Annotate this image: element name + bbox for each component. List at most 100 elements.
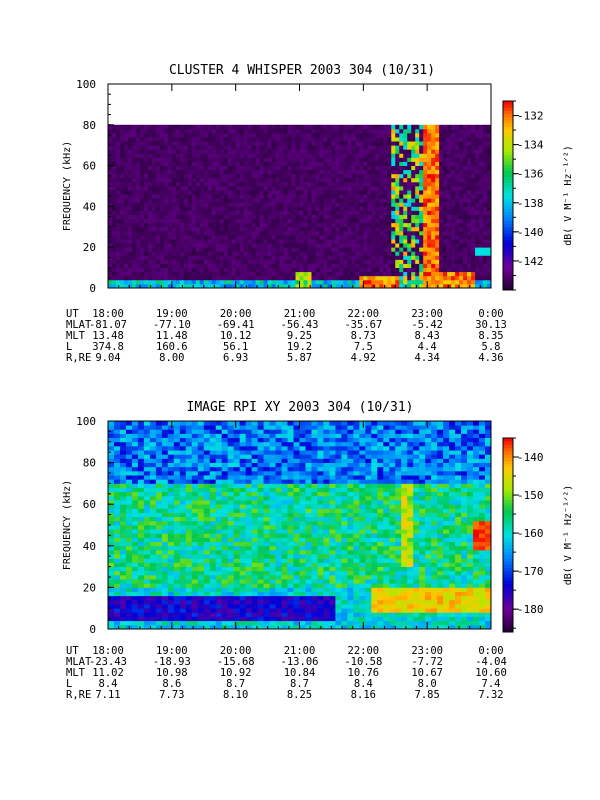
heatmap-cell (383, 173, 388, 179)
heatmap-cell (479, 145, 484, 150)
heatmap-cell (223, 275, 229, 281)
heatmap-cell (108, 263, 113, 268)
heatmap-cell (203, 421, 211, 426)
heatmap-cell (359, 202, 364, 207)
heatmap-cell (311, 222, 316, 228)
heatmap-cell (371, 263, 376, 268)
heatmap-cell (383, 145, 388, 150)
heatmap-cell (143, 271, 149, 277)
heatmap-cell (243, 275, 249, 281)
heatmap-cell (191, 214, 197, 220)
heatmap-cell (239, 214, 245, 220)
heatmap-cell (135, 259, 141, 264)
heatmap-cell (108, 450, 115, 455)
heatmap-cell (235, 283, 241, 289)
heatmap-cell (197, 562, 205, 567)
heatmap-cell (123, 243, 129, 248)
heatmap-cell (207, 198, 213, 203)
heatmap-cell (479, 210, 484, 215)
heatmap-cell (367, 206, 372, 211)
heatmap-cell (108, 558, 115, 563)
heatmap-cell (149, 479, 157, 484)
heatmap-cell (183, 194, 189, 199)
heatmap-cell (267, 124, 272, 130)
heatmap-cell (467, 202, 472, 207)
heatmap-cell (203, 454, 211, 459)
heatmap-cell (143, 279, 149, 285)
heatmap-cell (459, 202, 464, 207)
heatmap-cell (283, 181, 288, 187)
heatmap-cell (191, 529, 199, 534)
heatmap-cell (303, 169, 308, 175)
heatmap-cell (227, 145, 233, 150)
heatmap-cell (347, 161, 352, 166)
heatmap-cell (123, 247, 129, 252)
heatmap-cell (235, 206, 241, 211)
heatmap-cell (287, 243, 292, 248)
heatmap-cell (203, 429, 211, 434)
heatmap-cell (179, 454, 187, 459)
heatmap-cell (335, 165, 340, 171)
heatmap-cell (347, 267, 352, 273)
heatmap-cell (179, 214, 185, 220)
heatmap-cell (423, 161, 428, 166)
heatmap-cell (155, 194, 161, 199)
heatmap-cell (167, 283, 173, 289)
heatmap-cell (235, 157, 241, 162)
heatmap-cell (255, 255, 260, 260)
heatmap-cell (119, 141, 125, 146)
heatmap-cell (131, 271, 137, 277)
heatmap-cell (179, 124, 185, 130)
heatmap-cell (171, 283, 177, 289)
heatmap-cell (159, 218, 165, 224)
heatmap-cell (215, 157, 221, 162)
heatmap-cell (167, 421, 175, 426)
heatmap-cell (391, 157, 396, 162)
heatmap-cell (131, 255, 137, 260)
heatmap-cell (167, 483, 175, 488)
heatmap-cell (439, 128, 444, 134)
heatmap-cell (343, 243, 348, 248)
heatmap-cell (283, 234, 288, 240)
heatmap-cell (275, 177, 280, 183)
heatmap-cell (439, 153, 444, 158)
heatmap-cell (331, 173, 336, 179)
heatmap-cell (137, 466, 145, 472)
heatmap-cell (307, 169, 312, 175)
heatmap-cell (435, 271, 440, 277)
heatmap-cell (163, 194, 169, 199)
heatmap-cell (199, 153, 205, 158)
heatmap-cell (151, 161, 157, 166)
heatmap-cell (167, 279, 173, 285)
heatmap-cell (155, 491, 163, 497)
heatmap-cell (231, 181, 237, 187)
heatmap-cell (175, 202, 181, 207)
heatmap-cell (459, 173, 464, 179)
heatmap-cell (395, 279, 400, 285)
heatmap-cell (111, 194, 117, 199)
heatmap-cell (475, 145, 480, 150)
heatmap-cell (299, 283, 304, 289)
heatmap-cell (483, 194, 488, 199)
heatmap-cell (447, 234, 452, 240)
heatmap-cell (139, 198, 145, 203)
heatmap-cell (411, 239, 416, 244)
heatmap-cell (487, 124, 492, 130)
heatmap-cell (311, 128, 316, 134)
heatmap-cell (247, 218, 253, 224)
heatmap-cell (119, 222, 125, 228)
heatmap-cell (167, 433, 175, 439)
heatmap-cell (115, 271, 121, 277)
heatmap-cell (108, 425, 115, 430)
colorbar-segment (503, 135, 513, 140)
heatmap-cell (435, 234, 440, 240)
heatmap-cell (175, 243, 181, 248)
heatmap-cell (125, 504, 133, 509)
heatmap-cell (283, 226, 288, 232)
heatmap-cell (411, 243, 416, 248)
heatmap-cell (435, 190, 440, 195)
heatmap-cell (455, 251, 460, 256)
heatmap-cell (209, 562, 217, 567)
heatmap-cell (185, 425, 193, 430)
heatmap-cell (287, 186, 292, 191)
